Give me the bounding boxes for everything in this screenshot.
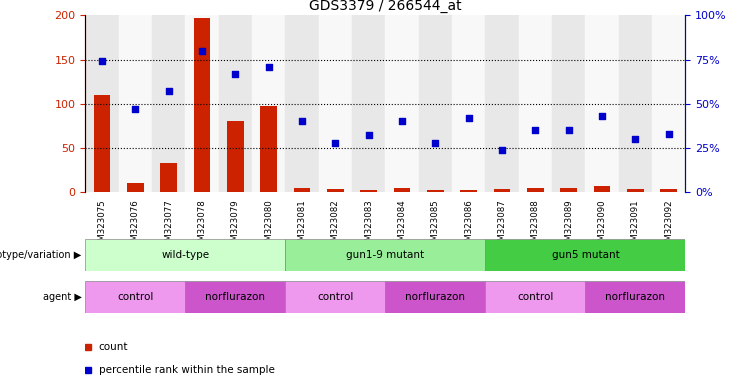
Bar [285, 239, 485, 271]
Bar [252, 15, 285, 192]
Bar [185, 281, 285, 313]
Bar [527, 188, 544, 192]
Bar [485, 281, 585, 313]
Bar [585, 281, 685, 313]
Bar [627, 189, 644, 192]
Bar [285, 15, 319, 192]
Bar [619, 15, 652, 192]
Text: control: control [317, 292, 353, 302]
Bar [652, 15, 685, 192]
Point [630, 136, 642, 142]
Point [96, 58, 108, 65]
Bar [419, 15, 452, 192]
Bar [193, 18, 210, 192]
Text: control: control [117, 292, 153, 302]
Point [462, 115, 474, 121]
Text: norflurazon: norflurazon [405, 292, 465, 302]
Bar [127, 183, 144, 192]
Bar [519, 15, 552, 192]
Bar [160, 163, 177, 192]
Bar [227, 121, 244, 192]
Text: norflurazon: norflurazon [205, 292, 265, 302]
Bar [152, 15, 185, 192]
Text: genotype/variation ▶: genotype/variation ▶ [0, 250, 82, 260]
Bar [485, 239, 685, 271]
Bar [494, 189, 511, 192]
Bar [460, 190, 477, 192]
Bar [360, 190, 377, 192]
Bar [485, 15, 519, 192]
Bar [285, 281, 385, 313]
Bar [585, 15, 619, 192]
Bar [552, 15, 585, 192]
Bar [660, 189, 677, 192]
Point [663, 131, 675, 137]
Bar [93, 95, 110, 192]
Text: percentile rank within the sample: percentile rank within the sample [99, 365, 275, 375]
Bar [594, 186, 611, 192]
Bar [85, 15, 119, 192]
Bar [119, 15, 152, 192]
Point [563, 127, 575, 133]
Text: agent ▶: agent ▶ [43, 292, 82, 302]
Bar [260, 106, 277, 192]
Bar [393, 188, 411, 192]
Title: GDS3379 / 266544_at: GDS3379 / 266544_at [309, 0, 462, 13]
Bar [427, 190, 444, 192]
Bar [293, 188, 310, 192]
Text: count: count [99, 342, 128, 352]
Text: norflurazon: norflurazon [605, 292, 665, 302]
Point [362, 132, 374, 139]
Point [262, 63, 274, 70]
Point [496, 147, 508, 153]
Bar [352, 15, 385, 192]
Bar [327, 189, 344, 192]
Bar [85, 281, 185, 313]
Text: gun5 mutant: gun5 mutant [551, 250, 619, 260]
Point [196, 48, 207, 54]
Bar [560, 188, 577, 192]
Point [229, 71, 241, 77]
Text: control: control [517, 292, 554, 302]
Bar [385, 281, 485, 313]
Bar [219, 15, 252, 192]
Point [429, 139, 441, 146]
Point [329, 139, 341, 146]
Point [529, 127, 541, 133]
Point [130, 106, 142, 112]
Bar [185, 15, 219, 192]
Point [396, 118, 408, 124]
Bar [319, 15, 352, 192]
Bar [452, 15, 485, 192]
Text: wild-type: wild-type [162, 250, 209, 260]
Bar [85, 239, 285, 271]
Point [296, 118, 308, 124]
Bar [385, 15, 419, 192]
Point [596, 113, 608, 119]
Text: gun1-9 mutant: gun1-9 mutant [346, 250, 425, 260]
Point [162, 88, 175, 94]
